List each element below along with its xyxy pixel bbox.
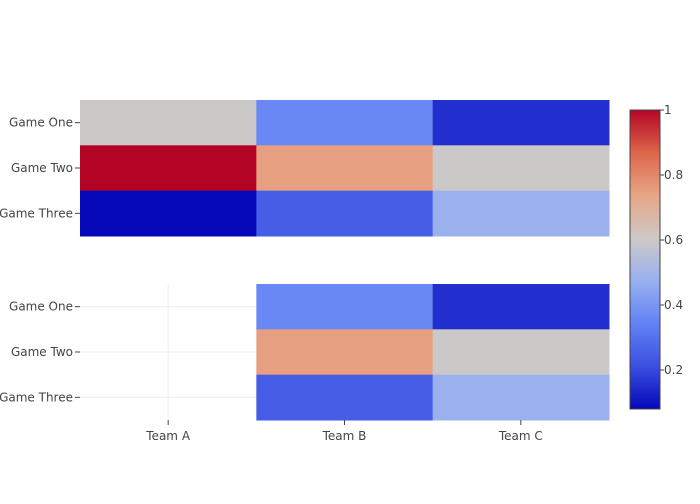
x-tick-label: Team A [145,429,191,443]
heatmap-cell [432,145,610,192]
colorbar-tick-label: 0.2 [664,363,683,377]
heatmap-cell [432,190,610,237]
colorbar [629,109,661,410]
heatmap-cell [432,100,610,146]
x-tick-label: Team C [498,429,543,443]
x-tick-label: Team B [322,429,367,443]
colorbar-tick-label: 0.6 [664,233,683,247]
heatmap-cell [80,145,257,192]
colorbar-tick-label: 0.8 [664,168,683,182]
heatmap-cell [432,284,610,330]
colorbar-tick-label: 1 [664,103,672,117]
y-tick-label: Game Three [0,206,73,220]
heatmap-cell [256,374,434,421]
heatmap-cell [256,284,434,330]
y-tick-label: Game Three [0,390,73,404]
heatmap-cell [432,374,610,421]
heatmap-cell [256,100,434,146]
heatmap-cell [432,329,610,376]
y-tick-label: Game Two [11,161,73,175]
heatmap-cell [256,145,434,192]
y-tick-label: Game One [9,116,73,130]
heatmap-cell [256,329,434,376]
heatmap-cell [80,190,257,237]
colorbar-tick-label: 0.4 [664,298,683,312]
heatmap-cell [80,100,257,146]
heatmap-cell [256,190,434,237]
y-tick-label: Game Two [11,345,73,359]
y-tick-label: Game One [9,300,73,314]
